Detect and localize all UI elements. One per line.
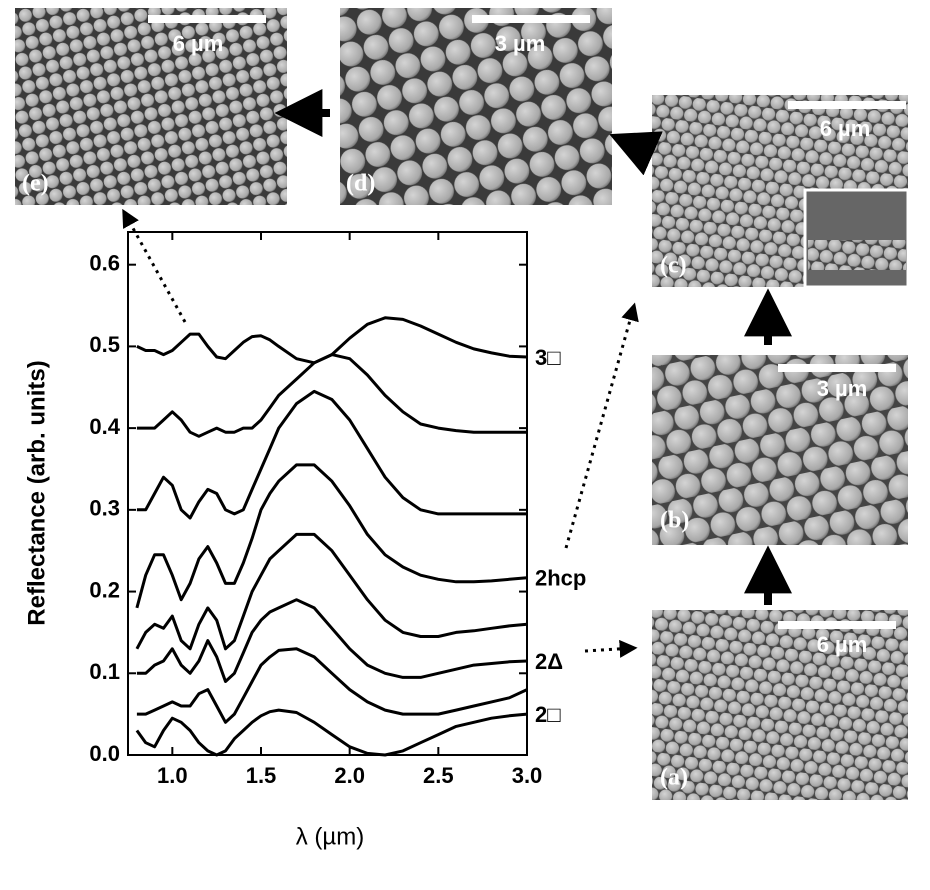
panel-label: (b) xyxy=(660,508,689,534)
scale-label: 3 µm xyxy=(495,31,546,56)
y-tick-label: 0.2 xyxy=(89,577,120,602)
panel-label: (d) xyxy=(346,171,375,197)
arrows xyxy=(122,89,792,658)
line xyxy=(136,647,528,724)
y-tick-label: 0.4 xyxy=(89,414,120,439)
y-tick-label: 0.6 xyxy=(89,251,120,276)
micrograph-a: 6 µm (a) xyxy=(652,610,908,800)
line xyxy=(136,316,528,365)
line xyxy=(135,463,528,609)
panel-label: (c) xyxy=(660,253,687,279)
line xyxy=(136,389,527,520)
line xyxy=(136,353,527,438)
x-tick-label: 1.0 xyxy=(157,763,188,788)
series-label: 2hcp xyxy=(535,565,586,590)
micrograph-b: 3 µm (b) xyxy=(652,355,908,545)
line xyxy=(136,598,528,683)
scale-label: 3 µm xyxy=(817,376,868,401)
y-tick-label: 0.3 xyxy=(89,496,120,521)
x-tick-label: 2.0 xyxy=(334,763,365,788)
series-label: 2Δ xyxy=(535,649,563,674)
plot-frame xyxy=(127,231,528,756)
y-tick-label: 0.1 xyxy=(89,659,120,684)
y-tick-label: 0.5 xyxy=(89,332,120,357)
x-tick-label: 1.5 xyxy=(246,763,277,788)
panel-label: (e) xyxy=(22,171,49,197)
micrograph-e: 6 µm (e) xyxy=(15,8,287,205)
scale-label: 6 µm xyxy=(817,632,868,657)
micrograph-c: 6 µm (c) xyxy=(652,95,910,289)
y-axis-label: Reflectance (arb. units) xyxy=(23,360,50,625)
micrograph-d: 3 µm (d) xyxy=(340,8,612,205)
line xyxy=(135,708,528,757)
x-axis-label: λ (µm) xyxy=(296,823,364,850)
series-label: 3□ xyxy=(535,345,561,370)
x-tick-label: 2.5 xyxy=(423,763,454,788)
scale-label: 6 µm xyxy=(820,116,871,141)
panel-label: (a) xyxy=(660,765,688,791)
line xyxy=(135,532,528,651)
scale-label: 6 µm xyxy=(173,31,224,56)
y-tick-label: 0.0 xyxy=(89,741,120,766)
x-tick-label: 3.0 xyxy=(512,763,543,788)
series-label: 2□ xyxy=(535,702,561,727)
